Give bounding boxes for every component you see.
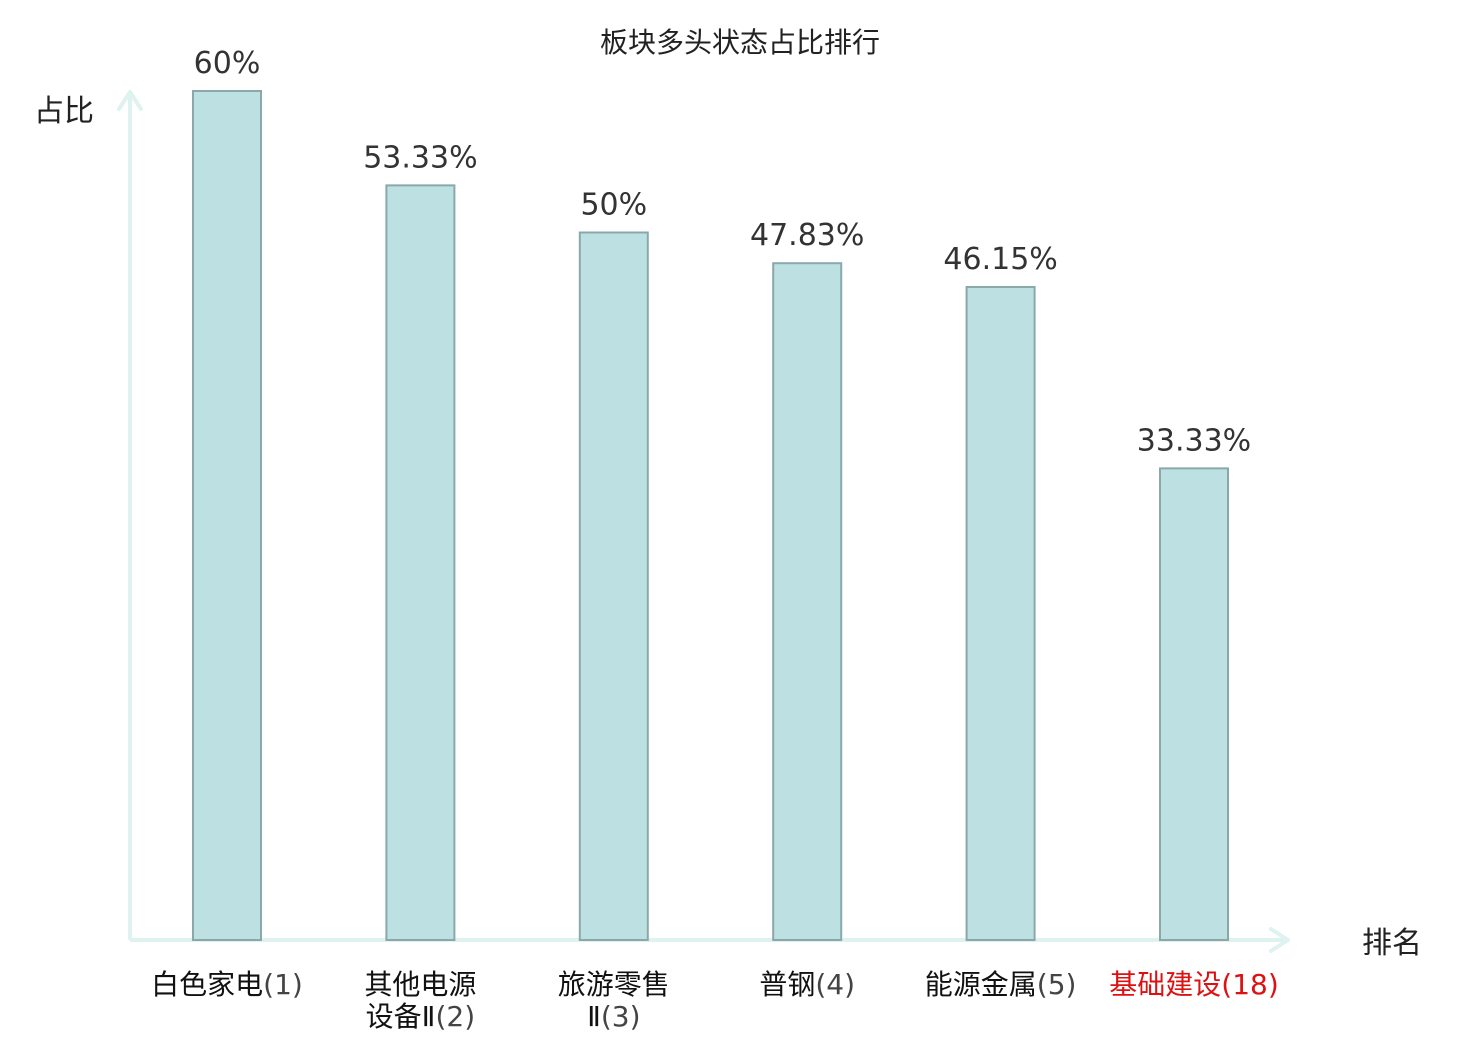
x-axis — [130, 927, 1290, 953]
category-label-3-line-2: Ⅱ(3) — [587, 1000, 640, 1033]
x-axis-label: 排名 — [1362, 926, 1422, 961]
category-label-2-line-1: 其他电源 — [364, 968, 476, 1001]
bar-2 — [385, 184, 456, 941]
value-label-3: 50% — [580, 188, 647, 223]
chart-title: 板块多头状态占比排行 — [600, 26, 880, 59]
category-label-3-line-1: 旅游零售 — [558, 968, 670, 1001]
category-label-4: 普钢(4) — [759, 968, 855, 1001]
bar-4 — [772, 262, 843, 941]
value-label-6: 33.33% — [1137, 423, 1251, 458]
category-label-1: 白色家电(1) — [151, 968, 303, 1001]
bar-5 — [965, 285, 1036, 942]
bar-1 — [192, 90, 262, 941]
y-axis — [117, 90, 143, 940]
category-label-2-line-2: 设备Ⅱ(2) — [366, 1000, 475, 1033]
value-label-1: 60% — [194, 46, 261, 81]
bar-6 — [1159, 467, 1229, 941]
category-label-6: 基础建设(18) — [1109, 968, 1279, 1001]
value-label-2: 53.33% — [363, 140, 477, 175]
value-label-4: 47.83% — [750, 218, 864, 253]
y-axis-label: 占比 — [34, 94, 94, 129]
value-label-5: 46.15% — [943, 242, 1057, 277]
value-labels-group: 60% 53.33% 50% 47.83% 46.15% 33.33% — [194, 46, 1252, 458]
bars-group — [192, 90, 1229, 942]
category-label-5: 能源金属(5) — [925, 968, 1077, 1001]
bar-3 — [578, 231, 649, 941]
